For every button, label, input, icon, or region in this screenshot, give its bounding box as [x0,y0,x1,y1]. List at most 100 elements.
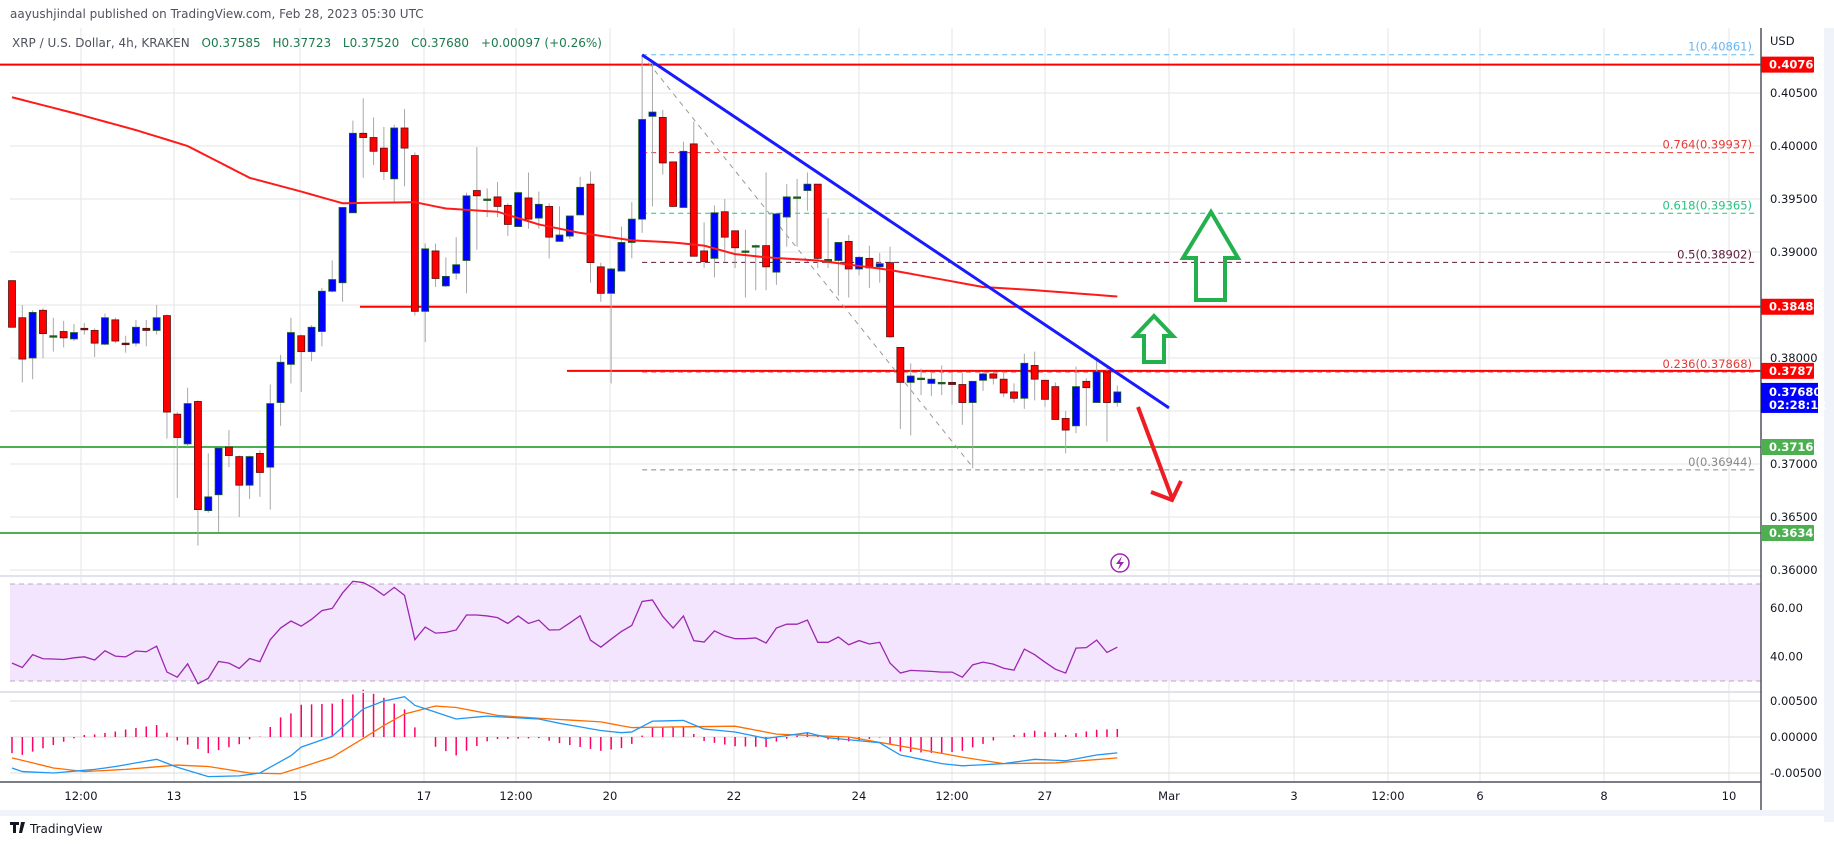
time-axis-label: 3 [1290,789,1297,803]
candle [276,354,285,426]
candle [968,380,977,469]
candle [999,371,1008,398]
time-axis-label: 12:00 [499,789,532,803]
candle [793,178,801,247]
candle [679,141,688,208]
candle [39,308,47,358]
fib-level-label: 1(0.40861) [1688,40,1752,54]
candle [8,280,16,328]
candle [410,152,419,316]
candle-body-down [1041,379,1049,400]
candle-body-up [679,150,688,208]
price-axis[interactable] [1762,28,1824,810]
candle-body-up [1020,362,1029,399]
time-axis-label: 12:00 [1371,789,1404,803]
candle-body-up [638,119,647,220]
price-tick-label: 0.38000 [1770,351,1818,365]
candle-body-down [59,331,68,339]
fibonacci-retracement[interactable]: 1(0.40861) 0.764(0.39937) 0.618(0.39365) 0.… [641,40,1758,471]
legend-open: O0.37585 [202,36,261,50]
tradingview-wordmark: TradingView [29,822,103,836]
rsi-pane [11,580,1118,685]
candle [379,126,388,180]
candle [90,328,99,357]
candle-body-down [586,183,595,264]
candle-body-down [813,183,822,259]
candle [235,455,244,517]
price-badge-label: 0.37160 [1769,440,1821,454]
symbol-name: XRP / U.S. Dollar, 4h, KRAKEN [12,36,190,50]
candle [369,117,378,166]
candle-body-up [338,207,347,284]
tradingview-logo[interactable]: TradingView [10,822,103,836]
candle [1103,367,1111,442]
bearish-trendline[interactable] [641,53,1170,410]
candle [514,191,523,227]
candle [307,325,316,362]
price-tick-label: 0.37000 [1770,457,1818,471]
candle [431,243,440,287]
candle-body-up [627,218,636,243]
last-price-badge [1761,382,1818,413]
price-tick-label: 0.36000 [1770,563,1818,577]
candle [586,171,595,283]
candle-body-down [596,266,605,294]
rsi-tick-label: 40.00 [1770,650,1803,664]
candle-body-up [348,132,357,214]
time-axis-label: 10 [1722,789,1737,803]
candle [886,246,894,338]
resistance-price-badge [1761,362,1814,379]
right-margin [1824,28,1834,822]
candle-body-down [256,452,264,473]
candle-body-up [555,234,564,242]
fib-level-label: 0(0.36944) [1688,455,1752,469]
candle [534,191,543,229]
candle-body-up [152,317,161,331]
candle-body-down [173,413,182,438]
candle [1061,411,1070,454]
candle [669,161,678,208]
support-price-badge [1761,439,1814,456]
rsi-line [11,580,1118,685]
candle [163,314,171,439]
candle [1051,382,1060,420]
candle-body-up [534,203,543,219]
time-axis-label: 13 [167,789,182,803]
lightning-icon[interactable] [1110,553,1130,573]
fib-level-label: 0.5(0.38902) [1677,247,1752,261]
price-axis-ticks: 0.40500 0.40000 0.39500 0.39000 0.38000 0.370… [1770,86,1822,780]
time-axis-label: 20 [603,789,618,803]
candle [927,372,936,397]
macd-signal-line [11,705,1118,775]
tradingview-logo-icon [10,822,25,833]
time-axis[interactable]: 12:00 13 15 17 12:00 20 22 24 12:00 27 Mar 3 12:00 6 8… [64,789,1736,803]
candle [731,230,739,268]
candle-body-up [183,403,192,445]
candle-body-down [658,116,667,164]
candle-body-down [379,147,388,172]
candle-body-up [317,290,326,332]
candle [751,244,760,291]
candle [142,319,151,347]
candle-body-down [90,330,99,344]
candle [617,226,626,272]
candle-body-up [751,245,760,248]
candle-body-down [18,317,27,360]
candle [638,54,647,233]
candle [359,98,368,178]
candle [152,305,161,335]
candle-body-up [772,213,781,273]
candle [441,257,450,287]
price-badge-label: 0.38484 [1769,300,1821,314]
time-axis-label: 12:00 [935,789,968,803]
candle [1030,351,1039,401]
candle-body-down [472,190,481,197]
candle [627,202,636,259]
price-tick-label: 0.39500 [1770,192,1818,206]
candle [906,363,915,436]
moving-average-line [11,96,1118,298]
legend-high: H0.37723 [272,36,331,50]
fib-level-label: 0.236(0.37868) [1663,357,1752,371]
candle [225,430,233,468]
